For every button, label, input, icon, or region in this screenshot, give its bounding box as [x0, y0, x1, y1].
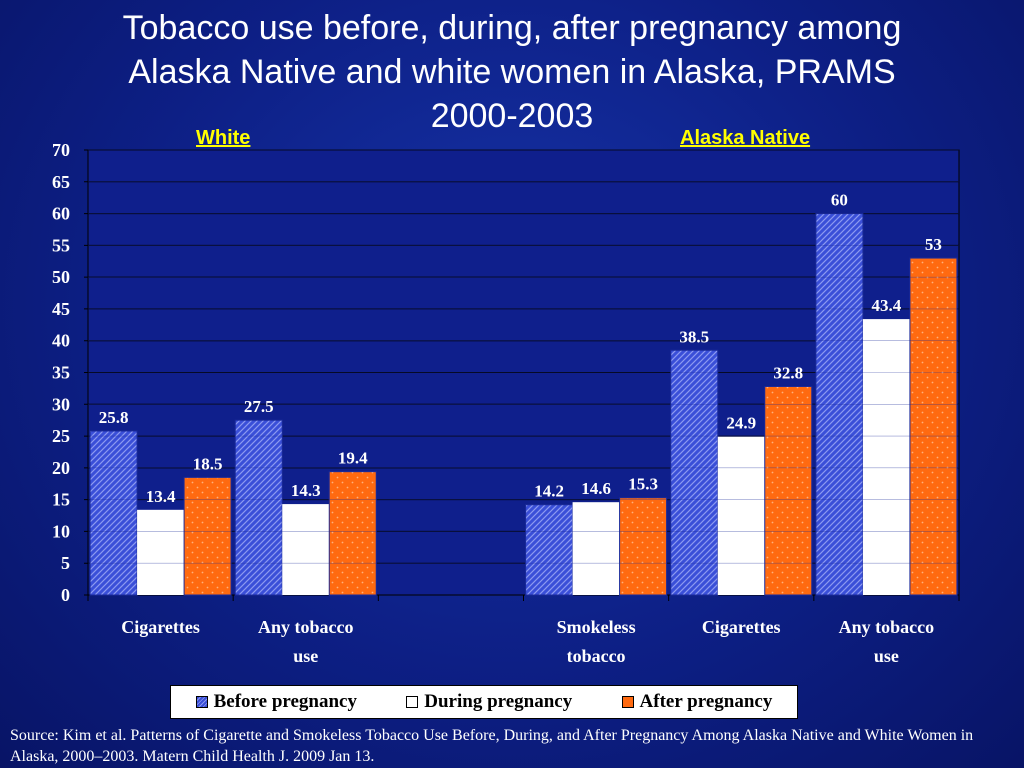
chart-title-line-1: Tobacco use before, during, after pregna…: [122, 9, 902, 47]
data-label-during: 14.6: [581, 479, 611, 498]
x-category-label: use: [874, 646, 899, 666]
bar-before: [525, 504, 574, 596]
chart-title-line-3: 2000-2003: [430, 97, 594, 135]
data-label-after: 18.5: [193, 454, 223, 473]
bar-after: [619, 497, 668, 596]
y-tick-label: 25: [52, 426, 70, 446]
y-tick-label: 35: [52, 363, 70, 383]
legend-swatch-during: [406, 696, 419, 708]
y-tick-label: 60: [52, 204, 70, 224]
y-tick-label: 20: [52, 458, 70, 478]
x-category-label: Any tobacco: [839, 617, 935, 637]
bar-after: [764, 385, 813, 596]
bar-before: [670, 349, 719, 596]
chart-title: Tobacco use before, during, after pregna…: [0, 6, 1024, 138]
legend-swatch-after: [621, 696, 634, 708]
bar-after: [909, 257, 958, 596]
data-label-before: 60: [831, 191, 848, 210]
y-tick-label: 0: [61, 585, 70, 605]
x-category-label: tobacco: [567, 646, 626, 666]
data-label-after: 53: [925, 235, 942, 254]
group-label-alaska-native: Alaska Native: [680, 127, 811, 149]
y-tick-label: 70: [52, 140, 70, 160]
bar-chart: 0 5 10 15 20 25 30 35 40 45 50 55 60 65 70 25.8 27.5 14.2…: [52, 140, 960, 666]
bar-before: [234, 419, 283, 596]
bar-during: [282, 504, 330, 595]
y-tick-label: 30: [52, 394, 70, 414]
bar-after: [183, 476, 232, 596]
y-tick-label: 10: [52, 521, 70, 541]
legend-swatch-before: [195, 696, 208, 708]
x-category-label: Smokeless: [557, 617, 636, 637]
y-tick-label: 65: [52, 172, 70, 192]
bar-during: [572, 502, 620, 595]
data-label-after: 15.3: [628, 475, 658, 494]
legend-label-after: After pregnancy: [639, 691, 773, 712]
y-tick-label: 40: [52, 331, 70, 351]
bar-during: [862, 319, 910, 595]
legend-label-before: Before pregnancy: [213, 691, 357, 712]
legend-label-during: During pregnancy: [424, 691, 573, 712]
data-label-before: 27.5: [244, 397, 274, 416]
y-tick-label: 55: [52, 235, 70, 255]
bar-during: [717, 436, 765, 595]
y-tick-label: 15: [52, 490, 70, 510]
legend-item-during: During pregnancy: [406, 691, 572, 713]
data-label-during: 24.9: [726, 414, 756, 433]
chart-legend: Before pregnancy During pregnancy After …: [170, 685, 798, 719]
data-label-before: 25.8: [99, 408, 129, 427]
data-label-after: 19.4: [338, 449, 368, 468]
bar-during: [137, 509, 185, 595]
x-category-label: Any tobacco: [258, 617, 354, 637]
x-category-label: Cigarettes: [121, 617, 200, 637]
data-label-during: 43.4: [872, 296, 902, 315]
group-label-white: White: [196, 127, 251, 149]
data-label-before: 38.5: [679, 327, 709, 346]
bar-after: [328, 471, 377, 596]
source-citation: Source: Kim et al. Patterns of Cigarette…: [10, 727, 974, 765]
legend-item-after: After pregnancy: [621, 691, 773, 713]
x-category-label: Cigarettes: [702, 617, 781, 637]
y-tick-label: 45: [52, 299, 70, 319]
bar-before: [89, 430, 138, 596]
data-label-during: 14.3: [291, 481, 321, 500]
data-label-during: 13.4: [146, 487, 176, 506]
y-tick-label: 5: [61, 553, 70, 573]
legend-item-before: Before pregnancy: [195, 691, 357, 713]
x-category-label: use: [293, 646, 318, 666]
chart-title-line-2: Alaska Native and white women in Alaska,…: [128, 53, 896, 91]
data-label-after: 32.8: [773, 363, 803, 382]
y-tick-label: 50: [52, 267, 70, 287]
data-label-before: 14.2: [534, 482, 564, 501]
